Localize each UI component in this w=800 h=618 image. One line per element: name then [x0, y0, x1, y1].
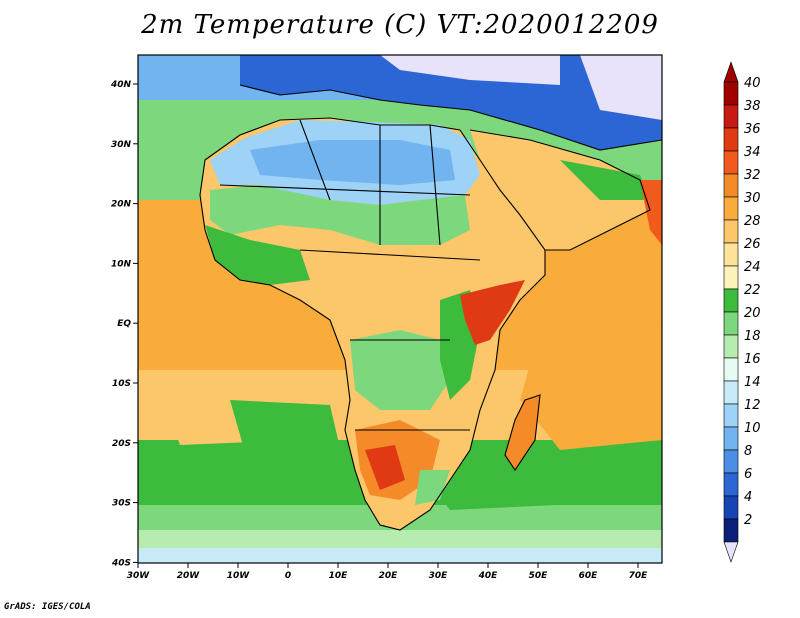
arabia — [470, 130, 650, 250]
africa-coastline — [199, 117, 546, 531]
colorbar-label: 20 — [744, 306, 761, 321]
colorbar-bottom-arrow — [723, 541, 739, 563]
lat-tick-label: EQ — [117, 319, 131, 329]
arabia-green — [560, 160, 650, 200]
colorbar-swatch — [723, 288, 739, 313]
border-sahara-3 — [429, 124, 441, 246]
colorbar-label: 6 — [744, 467, 752, 482]
border-sahel — [219, 184, 471, 196]
ocean-patch-atlantic-green — [230, 400, 345, 470]
colorbar-swatch — [723, 403, 739, 428]
arabia-coastline — [469, 129, 651, 251]
colorbar-label: 10 — [744, 421, 761, 436]
colorbar-label: 28 — [744, 214, 761, 229]
lat-tick-label: 10S — [112, 379, 131, 389]
colorbar-label: 8 — [744, 444, 752, 459]
ocean-band-south-edge — [138, 548, 662, 563]
europe-lavender — [380, 55, 560, 85]
colorbar-swatch — [723, 495, 739, 520]
colorbar-swatch — [723, 449, 739, 474]
colorbar-label: 32 — [744, 168, 761, 183]
ocean-patch-indian — [520, 320, 662, 450]
lon-tick-label: 30W — [127, 571, 151, 581]
colorbar-swatch — [723, 357, 739, 382]
colorbar-label: 34 — [744, 145, 761, 160]
lon-tick-label: 10E — [329, 571, 349, 581]
colorbar-swatch — [723, 173, 739, 198]
plot-frame — [137, 54, 663, 564]
colorbar-swatch — [723, 104, 739, 129]
lat-tick-label: 40N — [110, 80, 132, 90]
lon-tick-label: 10W — [227, 571, 251, 581]
colorbar-label: 24 — [744, 260, 761, 275]
lon-tick-label: 0 — [285, 571, 291, 581]
colorbar-swatch — [723, 81, 739, 106]
westafrica-green — [205, 225, 310, 285]
temperature-field — [138, 55, 662, 563]
colorbar-label: 2 — [744, 513, 752, 528]
sahara-mid — [250, 140, 455, 185]
lat-tick-label: 30N — [111, 140, 132, 150]
colorbar-label: 18 — [744, 329, 761, 344]
border-central-1 — [299, 249, 481, 261]
horn-hot — [460, 280, 525, 345]
colorbar-swatch — [723, 518, 739, 543]
colorbar-label: 14 — [744, 375, 761, 390]
lat-tick-label: 20N — [111, 200, 132, 210]
lon-tick-label: 70E — [629, 571, 649, 581]
lat-tick-label: 40S — [111, 558, 131, 568]
europe-coastline — [239, 84, 662, 151]
colorbar-label: 38 — [744, 99, 761, 114]
kalahari-hot — [365, 445, 405, 490]
lon-tick-label: 60E — [579, 571, 599, 581]
colorbar-swatch — [723, 265, 739, 290]
coastlines — [199, 84, 662, 531]
colorbar-label: 26 — [744, 237, 761, 252]
madagascar-coastline — [504, 394, 541, 471]
lat-axis: 40N 30N 20N 10N EQ 10S 20S 30S 40S — [110, 80, 138, 568]
colorbar-swatch — [723, 472, 739, 497]
lon-axis: 30W 20W 10W 0 10E 20E 30E 40E 50E 60E 70E — [127, 563, 648, 581]
ocean-patch-indian-green — [420, 465, 662, 510]
border-sahara-1 — [299, 119, 331, 201]
asia-lavender — [580, 55, 662, 120]
lat-tick-label: 10N — [111, 259, 132, 269]
sahel-green — [210, 185, 470, 245]
colorbar-label: 12 — [744, 398, 761, 413]
colorbar-top-arrow — [723, 61, 739, 83]
colorbar-swatch — [723, 426, 739, 451]
colorbar-swatch — [723, 334, 739, 359]
colorbar: 40 38 36 34 32 30 28 26 24 22 20 18 16 14 12 10 8 6 4 2 — [723, 61, 761, 563]
lon-tick-label: 30E — [429, 571, 449, 581]
colorbar-label: 22 — [744, 283, 761, 298]
colorbar-swatch — [723, 380, 739, 405]
lat-tick-label: 20S — [112, 439, 131, 449]
footer-credit: GrADS: IGES/COLA — [4, 602, 91, 612]
colorbar-swatch — [723, 196, 739, 221]
lon-tick-label: 50E — [529, 571, 549, 581]
colorbar-label: 4 — [744, 490, 752, 505]
southafrica-green — [415, 470, 450, 505]
colorbar-label: 36 — [744, 122, 761, 137]
colorbar-label: 16 — [744, 352, 761, 367]
lat-tick-label: 30S — [112, 499, 131, 509]
madagascar — [505, 395, 540, 470]
colorbar-label: 40 — [744, 76, 761, 91]
lon-tick-label: 20W — [177, 571, 201, 581]
lon-tick-label: 40E — [478, 571, 499, 581]
colorbar-swatch — [723, 219, 739, 244]
map-title: 2m Temperature (C) VT:2020012209 — [141, 10, 659, 40]
lon-tick-label: 20E — [379, 571, 399, 581]
colorbar-swatch — [723, 150, 739, 175]
colorbar-swatch — [723, 311, 739, 336]
colorbar-swatch — [723, 242, 739, 267]
colorbar-label: 30 — [744, 191, 761, 206]
colorbar-swatch — [723, 127, 739, 152]
congo-green — [350, 330, 450, 410]
